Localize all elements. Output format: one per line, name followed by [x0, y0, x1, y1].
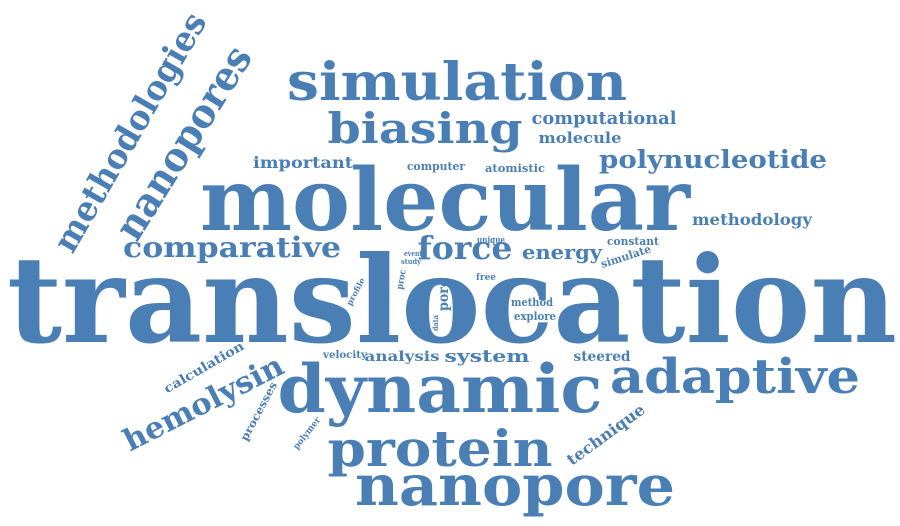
word-atomistic: atomistic: [485, 162, 545, 175]
word-simulation: simulation: [287, 52, 627, 113]
word-force: force: [418, 229, 513, 267]
word-methodology: methodology: [692, 210, 813, 229]
word-explore: explore: [514, 310, 556, 323]
word-event: event: [404, 249, 423, 258]
word-data: data: [431, 315, 440, 331]
word-molecular: molecular: [200, 150, 692, 251]
word-computational: computational: [532, 108, 677, 129]
word-free: free: [476, 273, 496, 283]
word-translocation: translocation: [7, 230, 897, 371]
word-unique: unique: [477, 236, 505, 246]
word-study: study: [401, 257, 422, 266]
word-comparative: comparative: [123, 231, 341, 264]
word-system: system: [445, 347, 530, 367]
word-polynucleotide: polynucleotide: [599, 145, 827, 174]
word-energy: energy: [522, 240, 603, 264]
word-constant: constant: [607, 235, 660, 248]
word-nanopore: nanopore: [355, 453, 675, 519]
word-steered: steered: [574, 349, 631, 365]
word-pore: pore: [436, 279, 452, 311]
word-protein: protein: [328, 419, 553, 478]
word-analysis: analysis: [365, 349, 440, 365]
word-adaptive: adaptive: [610, 349, 860, 405]
word-dynamic: dynamic: [278, 350, 603, 428]
word-proc: proc: [395, 268, 408, 290]
word-molecule: molecule: [539, 129, 622, 147]
word-computer: computer: [407, 160, 465, 173]
word-biasing: biasing: [328, 104, 523, 153]
word-important: important: [253, 153, 354, 172]
word-method: method: [511, 296, 553, 309]
word-velocity: velocity: [322, 350, 368, 361]
